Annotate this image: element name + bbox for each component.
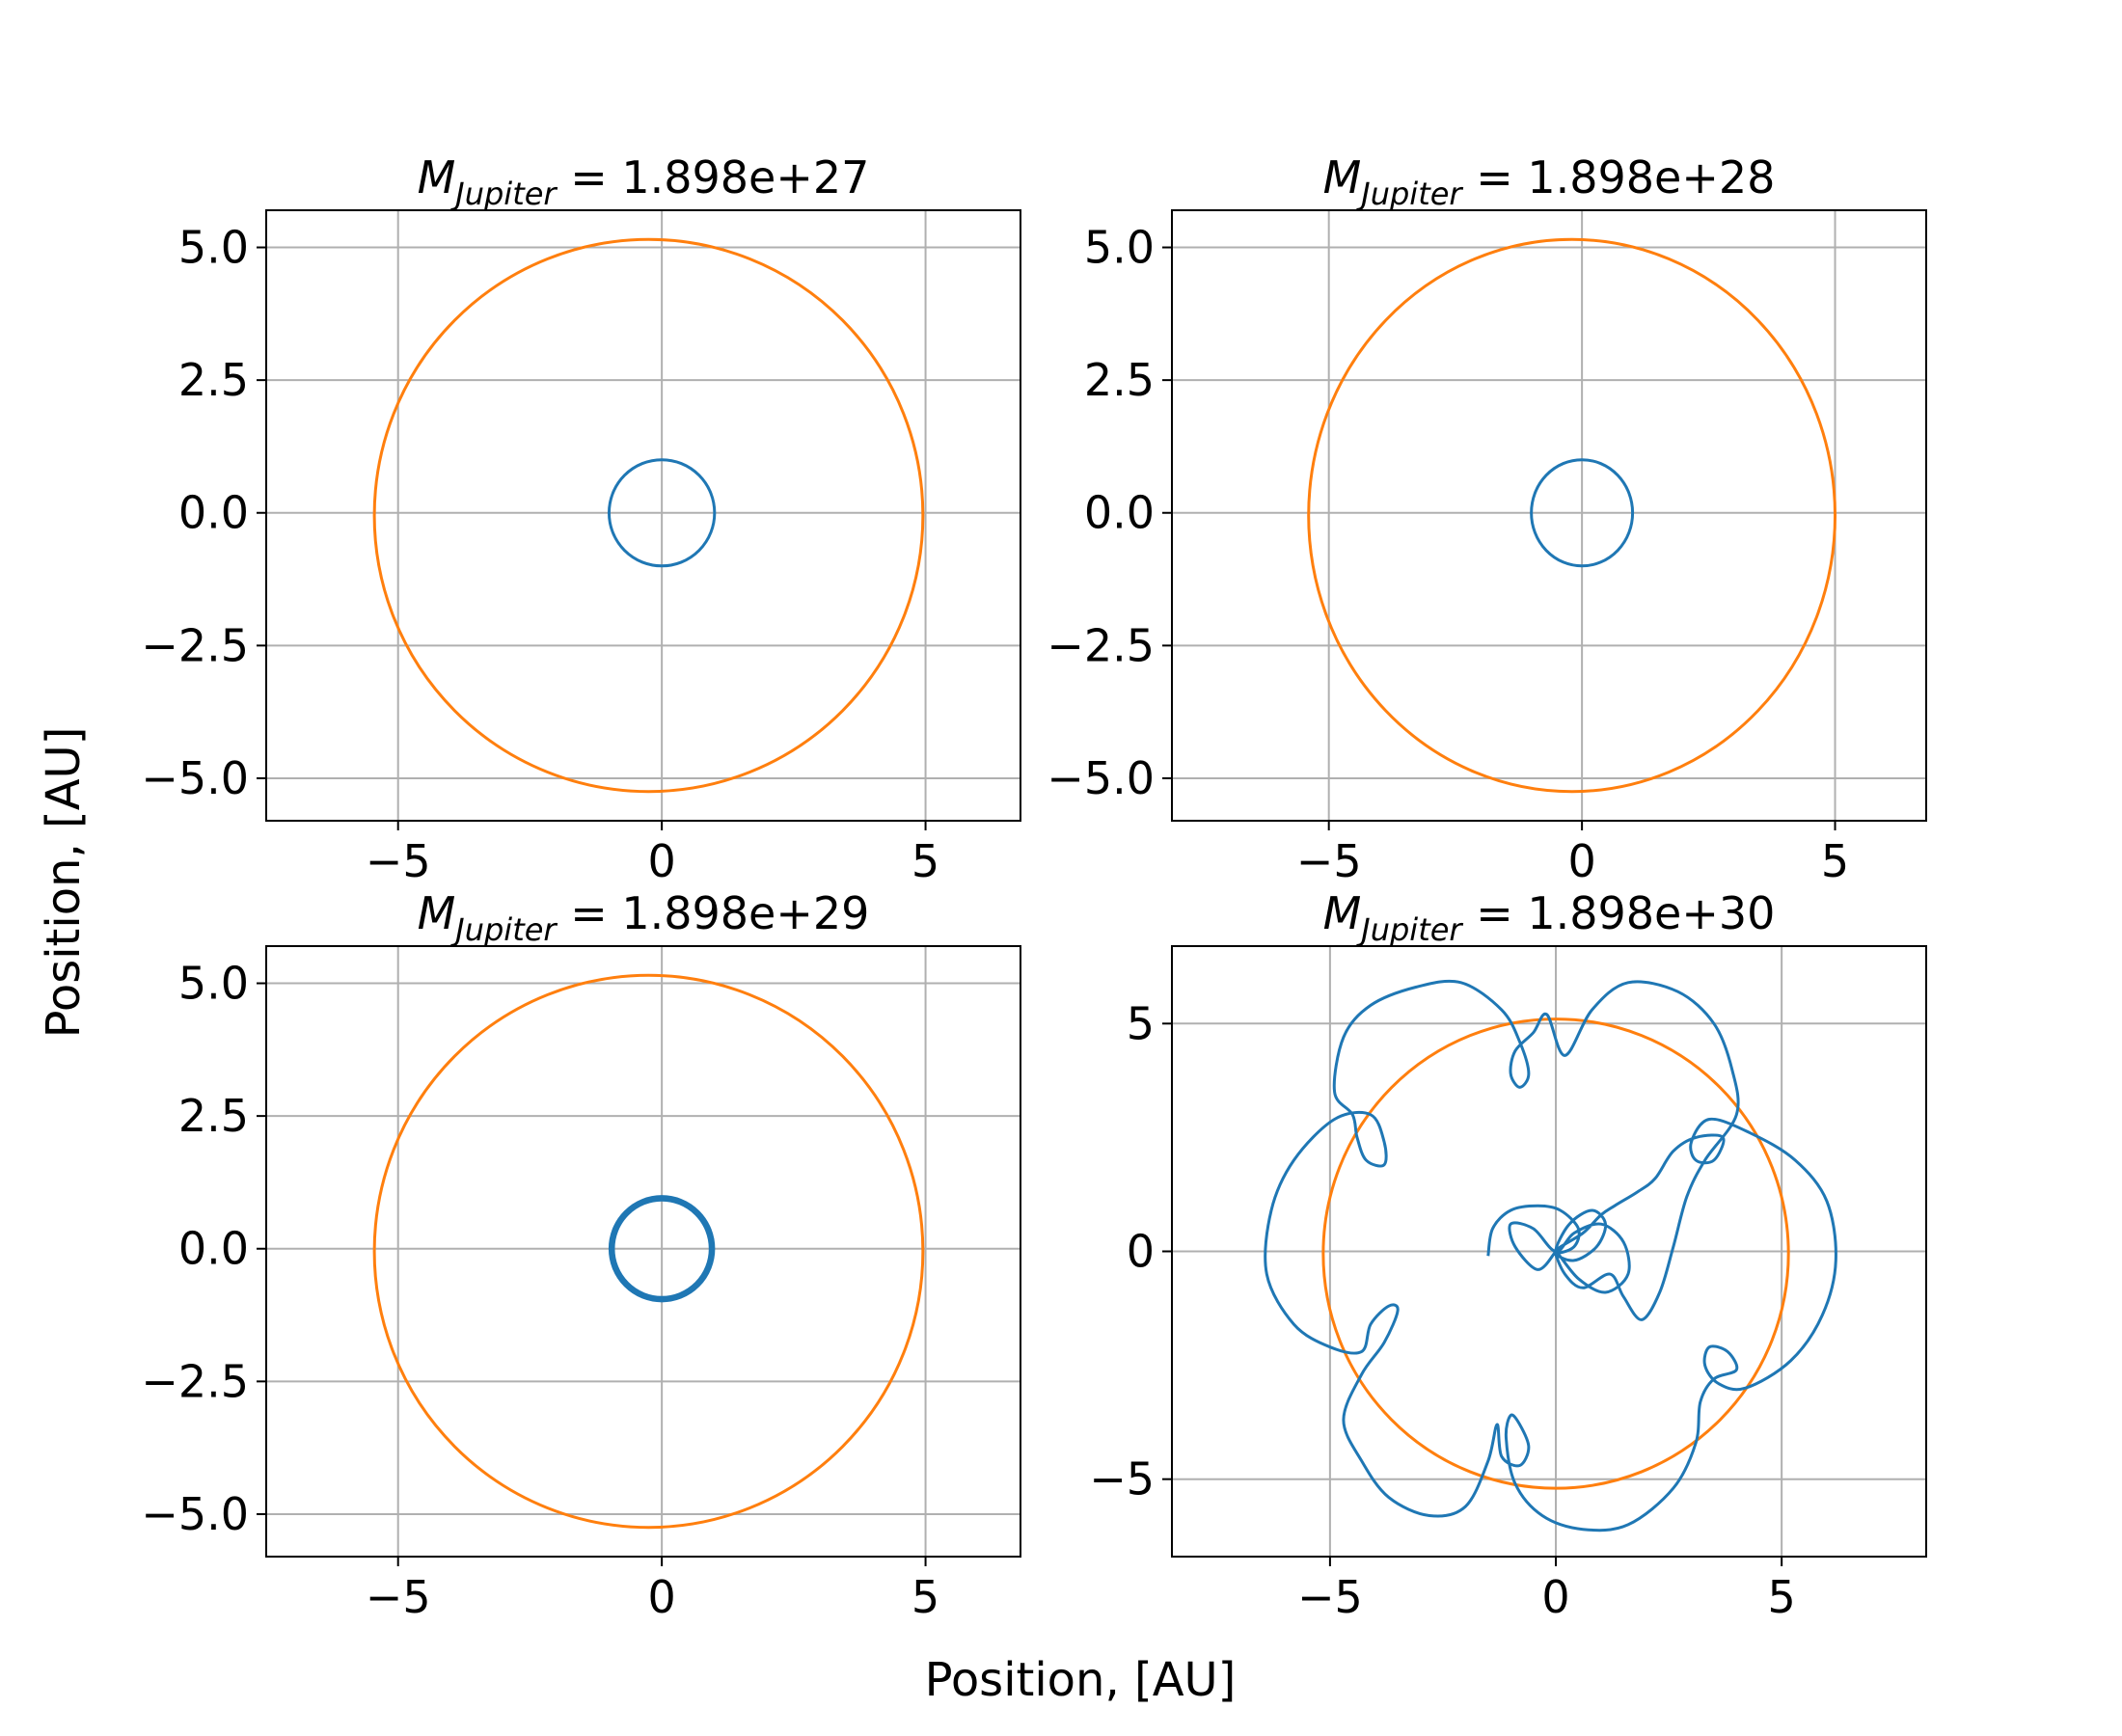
axes-frame xyxy=(265,945,1021,1558)
subplot-title: MJupiter = 1.898e+27 xyxy=(418,151,870,212)
title-subscript: Jupiter xyxy=(1355,911,1463,948)
y-axis-label: Position, [AU] xyxy=(37,727,91,1039)
x-axis-label: Position, [AU] xyxy=(925,1653,1237,1707)
y-tick-label: 5.0 xyxy=(178,958,249,1010)
title-value: = 1.898e+27 xyxy=(557,151,870,203)
y-tick-label: −2.5 xyxy=(141,1355,249,1407)
x-tick-label: 5 xyxy=(911,835,939,887)
title-symbol: M xyxy=(418,151,456,203)
subplot-3: −5 0 5 5.0 2.5 0.0 −2.5 −5.0 MJupiter = 1.898e+2… xyxy=(141,887,1021,1623)
x-tick-label: 0 xyxy=(647,835,675,887)
x-tick-label: −5 xyxy=(366,835,431,887)
x-tick-label: −5 xyxy=(366,1571,431,1623)
subplot-2: −5 0 5 5.0 2.5 0.0 −2.5 −5.0 MJupiter = 1.898e+2… xyxy=(1047,151,1927,887)
y-tick-label: 5.0 xyxy=(1084,222,1155,274)
earth-orbit xyxy=(1530,458,1635,568)
x-tick-label: 0 xyxy=(1567,835,1595,887)
earth-orbit xyxy=(607,458,717,568)
y-tick-label: −2.5 xyxy=(1047,619,1155,671)
subplot-4: −5 0 5 5 0 −5 MJupiter = 1.898e+30 xyxy=(1089,887,1927,1623)
title-subscript: Jupiter xyxy=(1355,176,1463,212)
y-tick-label: 0.0 xyxy=(178,487,249,539)
title-symbol: M xyxy=(1323,887,1362,939)
y-tick-label: −2.5 xyxy=(141,619,249,671)
earth-orbit xyxy=(608,1195,716,1303)
title-subscript: Jupiter xyxy=(449,176,558,212)
y-tick-label: 2.5 xyxy=(178,1090,249,1142)
y-tick-label: 2.5 xyxy=(178,354,249,406)
title-symbol: M xyxy=(1323,151,1362,203)
x-tick-label: 5 xyxy=(911,1571,939,1623)
data-series-group xyxy=(372,237,925,794)
x-tick-label: 0 xyxy=(647,1571,675,1623)
y-tick-label: −5.0 xyxy=(141,1488,249,1540)
y-tick-label: −5.0 xyxy=(141,752,249,804)
title-symbol: M xyxy=(418,887,456,939)
subplot-title: MJupiter = 1.898e+28 xyxy=(1323,151,1776,212)
y-tick-label: −5 xyxy=(1089,1453,1155,1505)
jupiter-orbit xyxy=(1307,237,1837,794)
subplot-1: −5 0 5 5.0 2.5 0.0 −2.5 −5.0 MJupiter = 1.898e+2… xyxy=(141,151,1021,887)
earth-orbit xyxy=(1264,979,1837,1533)
data-series-group xyxy=(1264,979,1837,1533)
y-tick-label: 0.0 xyxy=(178,1223,249,1275)
data-series-group xyxy=(1307,237,1837,794)
y-tick-label: −5.0 xyxy=(1047,752,1155,804)
y-tick-label: 5 xyxy=(1127,997,1155,1049)
y-tick-label: 0.0 xyxy=(1084,487,1155,539)
title-value: = 1.898e+30 xyxy=(1462,887,1776,939)
x-tick-label: 0 xyxy=(1541,1571,1569,1623)
x-tick-label: 5 xyxy=(1768,1571,1796,1623)
x-tick-label: −5 xyxy=(1296,835,1362,887)
jupiter-orbit xyxy=(372,237,925,794)
axes-frame xyxy=(265,209,1021,822)
title-value: = 1.898e+29 xyxy=(557,887,870,939)
subplot-title: MJupiter = 1.898e+30 xyxy=(1323,887,1776,948)
y-tick-label: 2.5 xyxy=(1084,354,1155,406)
title-value: = 1.898e+28 xyxy=(1462,151,1776,203)
y-tick-label: 0 xyxy=(1127,1226,1155,1278)
x-tick-label: 5 xyxy=(1821,835,1849,887)
y-tick-label: 5.0 xyxy=(178,222,249,274)
axes-frame xyxy=(1171,209,1927,822)
jupiter-orbit xyxy=(372,973,925,1530)
data-series-group xyxy=(372,973,925,1530)
x-tick-label: −5 xyxy=(1297,1571,1363,1623)
subplot-title: MJupiter = 1.898e+29 xyxy=(418,887,870,948)
title-subscript: Jupiter xyxy=(449,911,558,948)
jupiter-orbit xyxy=(1321,1017,1790,1490)
